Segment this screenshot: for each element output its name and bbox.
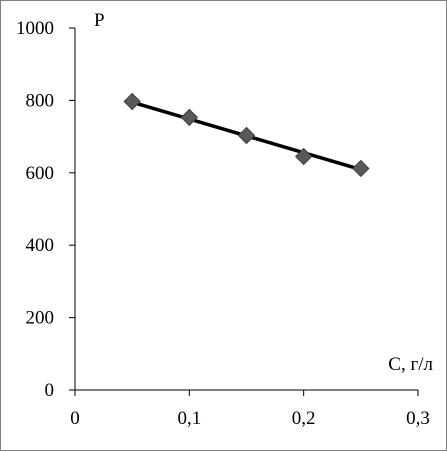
data-point <box>180 108 199 127</box>
x-tick-label: 0,1 <box>177 408 201 429</box>
ticks: 0 200 400 600 800 1000 0 0,1 0,2 0,3 <box>16 18 430 429</box>
y-tick-label: 200 <box>26 308 55 329</box>
y-tick-label: 0 <box>45 380 55 401</box>
x-axis-label: C, г/л <box>388 354 433 375</box>
y-tick-label: 600 <box>26 163 55 184</box>
points-group <box>123 92 370 178</box>
x-tick-label: 0,2 <box>292 408 316 429</box>
data-point <box>294 147 313 166</box>
data-point <box>352 159 370 178</box>
y-tick-label: 800 <box>26 90 55 111</box>
y-axis-label: P <box>94 10 105 31</box>
y-tick-label: 1000 <box>16 18 54 39</box>
data-point <box>237 126 256 145</box>
x-tick-label: 0 <box>70 408 80 429</box>
y-tick-label: 400 <box>26 235 55 256</box>
x-tick-label: 0,3 <box>406 408 430 429</box>
data-point <box>123 92 141 111</box>
axes <box>74 28 418 391</box>
